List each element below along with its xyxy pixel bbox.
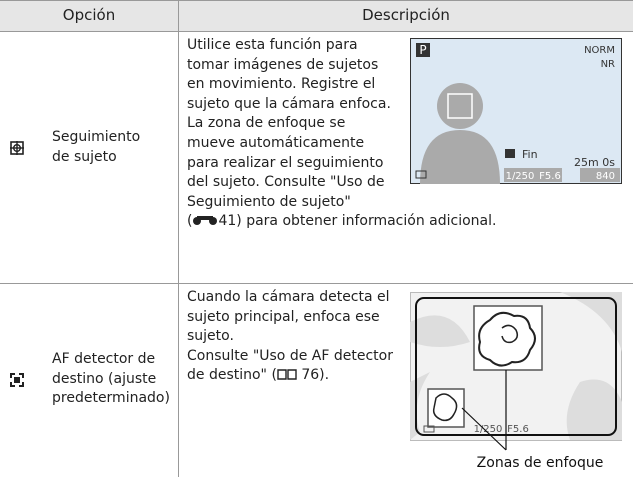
screen-shutter: 1/250 <box>474 424 503 435</box>
text-line: destino (ajuste <box>52 370 157 387</box>
ref-before: ( <box>187 213 193 229</box>
caption: Zonas de enfoque <box>477 455 604 471</box>
ref-before: de destino" ( <box>187 367 277 383</box>
reference: de destino" ( 76). <box>187 366 329 386</box>
camera-screen: P NORM NR Fin 25m 0s 1/250 F5.6 840 <box>410 38 622 184</box>
ref-icon <box>193 216 218 225</box>
screen-noise: NR <box>601 59 615 70</box>
description: Cuando la cámara detecta el sujeto princi… <box>187 288 393 366</box>
screen-quality: NORM <box>584 45 615 56</box>
screen-time: 25m 0s <box>574 156 615 169</box>
text-line: sujeto que la cámara enfoca. <box>187 95 391 112</box>
camera-screen: 1/250 F5.6 Zonas de enfoque <box>410 292 622 471</box>
option-label: AF detector de destino (ajuste predetermin… <box>52 350 170 409</box>
text-line: AF detector de <box>52 351 156 367</box>
header-row <box>0 0 633 32</box>
text-line: para realizar el seguimiento <box>187 154 384 171</box>
text-line: sujeto principal, enfoca ese <box>187 308 380 325</box>
screen-shutter: 1/250 <box>506 171 535 182</box>
text-line: tomar imágenes de sujetos <box>187 56 379 73</box>
screen-ok: Fin <box>522 148 538 161</box>
text-line: del sujeto. Consulte "Uso de <box>187 174 385 191</box>
text-line: en movimiento. Registre el <box>187 76 376 93</box>
column-divider <box>178 0 179 477</box>
text-line: Utilice esta función para <box>187 37 358 53</box>
text-line: Consulte "Uso de AF detector <box>187 347 393 364</box>
text-line: mueve automáticamente <box>187 134 365 151</box>
text-line: predeterminado) <box>52 390 170 407</box>
text-line: de sujeto <box>52 148 117 165</box>
screen-aperture: F5.6 <box>507 424 529 435</box>
ref-after: 76). <box>296 367 330 383</box>
ref-after: 41) para obtener información adicional. <box>218 213 497 229</box>
row-divider <box>0 283 633 284</box>
screen-mode: P <box>419 43 426 57</box>
text-line: La zona de enfoque se <box>187 115 346 132</box>
description: Utilice esta función para tomar imágenes … <box>187 36 391 212</box>
option-label: Seguimiento de sujeto <box>52 128 140 167</box>
text-line: Seguimiento de sujeto" <box>187 193 351 210</box>
text-line: Seguimiento <box>52 129 141 145</box>
text-line: Cuando la cámara detecta el <box>187 289 390 305</box>
header-description: Descripción <box>362 6 450 24</box>
target-icon <box>10 373 24 387</box>
tracking-icon <box>10 141 24 155</box>
screen-aperture: F5.6 <box>539 171 561 182</box>
screen-shots: 840 <box>596 171 615 182</box>
reference: (41) para obtener información adicional. <box>187 212 496 232</box>
header-option: Opción <box>62 6 116 24</box>
text-line: sujeto. <box>187 328 234 345</box>
book-icon <box>277 369 297 380</box>
